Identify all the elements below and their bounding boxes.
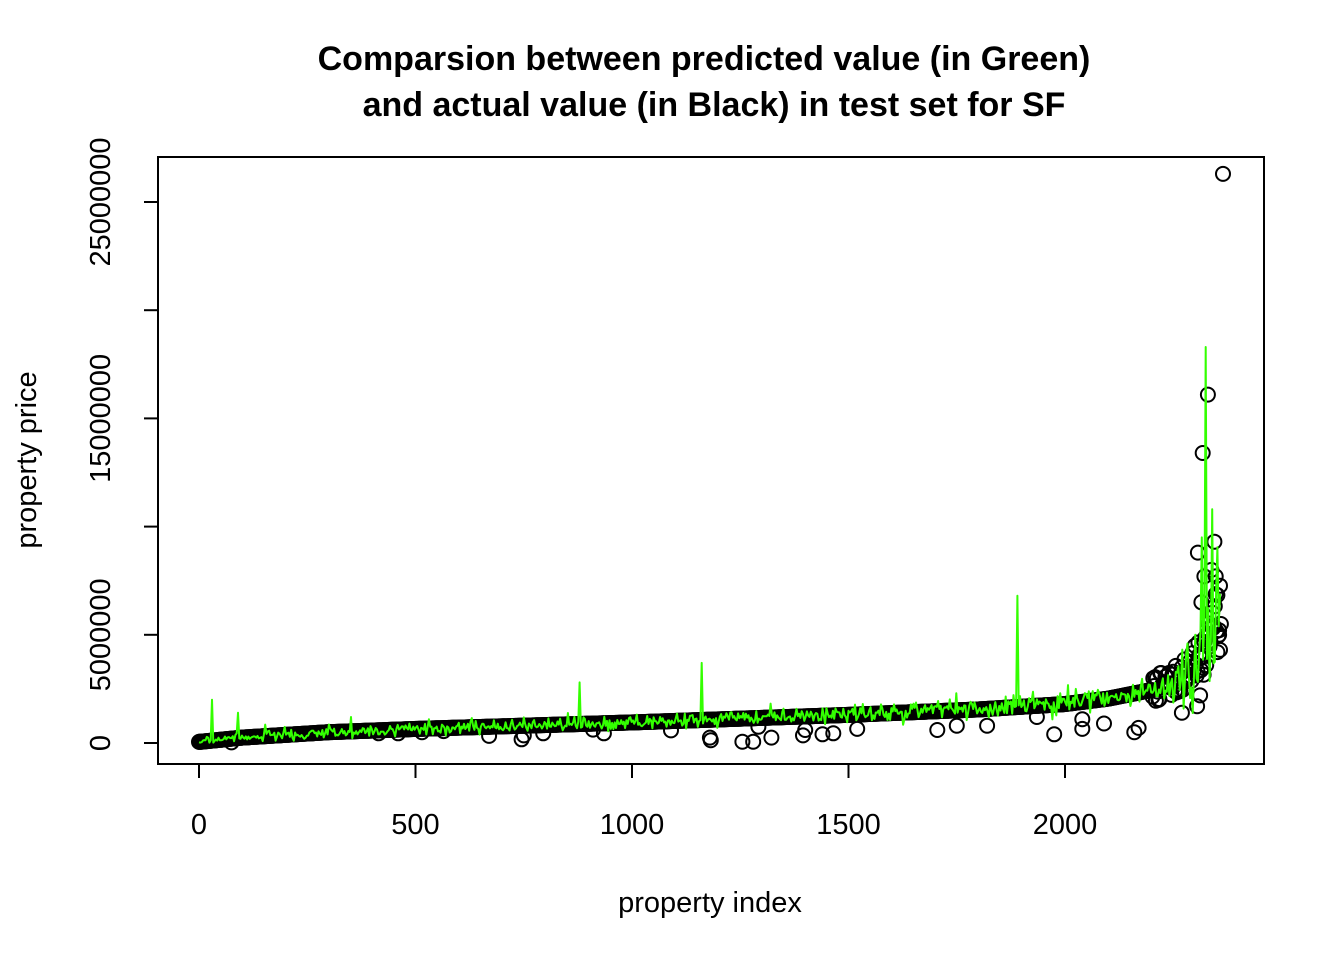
actual-point (763, 729, 780, 746)
x-tick-label: 500 (391, 809, 439, 841)
actual-point (481, 727, 498, 744)
actual-point (1126, 724, 1143, 741)
actual-point (223, 734, 240, 751)
actual-point (814, 726, 831, 743)
actual-point (1173, 704, 1190, 721)
actual-point (825, 725, 842, 742)
actual-point (929, 722, 946, 738)
plot-area (191, 165, 1231, 751)
y-tick-label: 15000000 (85, 354, 117, 483)
chart-title-line-1: Comparsion between predicted value (in G… (318, 40, 1091, 78)
actual-point (979, 717, 996, 734)
x-tick-label: 1500 (816, 809, 881, 841)
actual-point (797, 722, 814, 738)
actual-point (1074, 711, 1091, 728)
actual-point (702, 732, 719, 749)
actual-point (1211, 626, 1228, 643)
actual-point (1199, 386, 1216, 403)
actual-point (414, 724, 430, 741)
predicted-series-line (198, 346, 1221, 744)
actual-point (1074, 720, 1091, 737)
chart-title-line-2: and actual value (in Black) in test set … (363, 86, 1066, 124)
actual-point (1215, 165, 1231, 182)
y-tick-label: 0 (85, 735, 117, 751)
y-axis-label: property price (11, 371, 43, 548)
x-axis-label: property index (618, 887, 802, 919)
actual-point (948, 717, 965, 734)
actual-point (1028, 709, 1045, 725)
actual-point (1194, 445, 1211, 461)
x-tick-label: 1000 (600, 809, 665, 841)
y-axis: 0 5000000 15000000 25000000 (85, 137, 159, 751)
actual-point (734, 733, 751, 750)
actual-point (191, 733, 208, 750)
actual-point (1130, 719, 1147, 736)
actual-point (1189, 698, 1206, 715)
x-axis: 0 500 1000 1500 2000 (191, 763, 1098, 841)
actual-point (745, 733, 762, 750)
y-tick-label: 5000000 (85, 578, 117, 691)
actual-point (595, 725, 612, 742)
actual-point (515, 727, 532, 744)
y-tick-label: 25000000 (85, 137, 117, 266)
x-tick-label: 0 (191, 809, 207, 841)
actual-point (1046, 726, 1063, 743)
actual-point (849, 720, 866, 737)
actual-point (1096, 715, 1112, 732)
x-tick-label: 2000 (1033, 809, 1098, 841)
